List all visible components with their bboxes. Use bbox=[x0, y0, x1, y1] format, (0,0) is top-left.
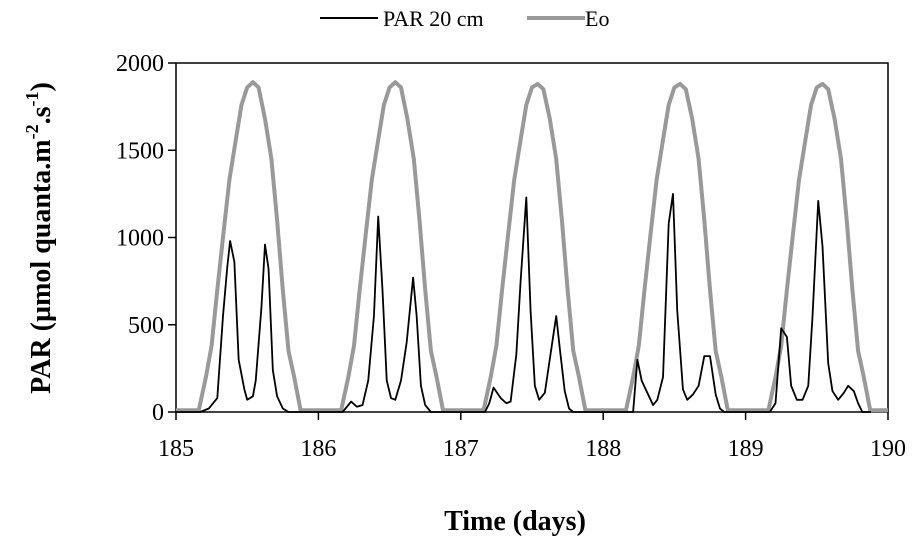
series-line-par-20cm bbox=[176, 192, 871, 413]
plot-area bbox=[175, 62, 889, 413]
x-tick-label: 190 bbox=[870, 436, 906, 462]
x-tick-label: 185 bbox=[158, 436, 194, 462]
x-tick-label: 189 bbox=[728, 436, 764, 462]
y-tick-label: 500 bbox=[128, 313, 164, 339]
y-tick-label: 2000 bbox=[116, 51, 164, 77]
y-tick-label: 1500 bbox=[116, 138, 164, 164]
axes-layer: 185 186 187 188 189 190 0 500 1000 1500 2000 bbox=[116, 51, 906, 462]
legend-label-eo: Eo bbox=[585, 6, 609, 31]
y-tick-label: 0 bbox=[152, 400, 164, 426]
y-axis-title-main: PAR (µmol quanta.m bbox=[26, 139, 57, 393]
y-tick-label: 1000 bbox=[116, 226, 164, 252]
legend-label-par: PAR 20 cm bbox=[383, 6, 484, 31]
y-axis-title-end: ) bbox=[26, 82, 57, 91]
plot-frame bbox=[175, 62, 889, 413]
x-tick-label: 186 bbox=[300, 436, 336, 462]
y-axis-title: PAR (µmol quanta.m-2.s-1) bbox=[22, 82, 57, 394]
y-axis-title-sup2: -1 bbox=[22, 92, 42, 107]
series-layer bbox=[176, 80, 888, 413]
x-tick-label: 187 bbox=[443, 436, 479, 462]
y-axis-title-sup1: -2 bbox=[22, 124, 42, 139]
x-tick-label: 188 bbox=[585, 436, 621, 462]
x-axis-title: Time (days) bbox=[444, 506, 586, 537]
legend: PAR 20 cm Eo bbox=[320, 6, 609, 31]
y-axis-title-mid: .s bbox=[26, 106, 57, 124]
series-line-eo bbox=[176, 80, 888, 413]
